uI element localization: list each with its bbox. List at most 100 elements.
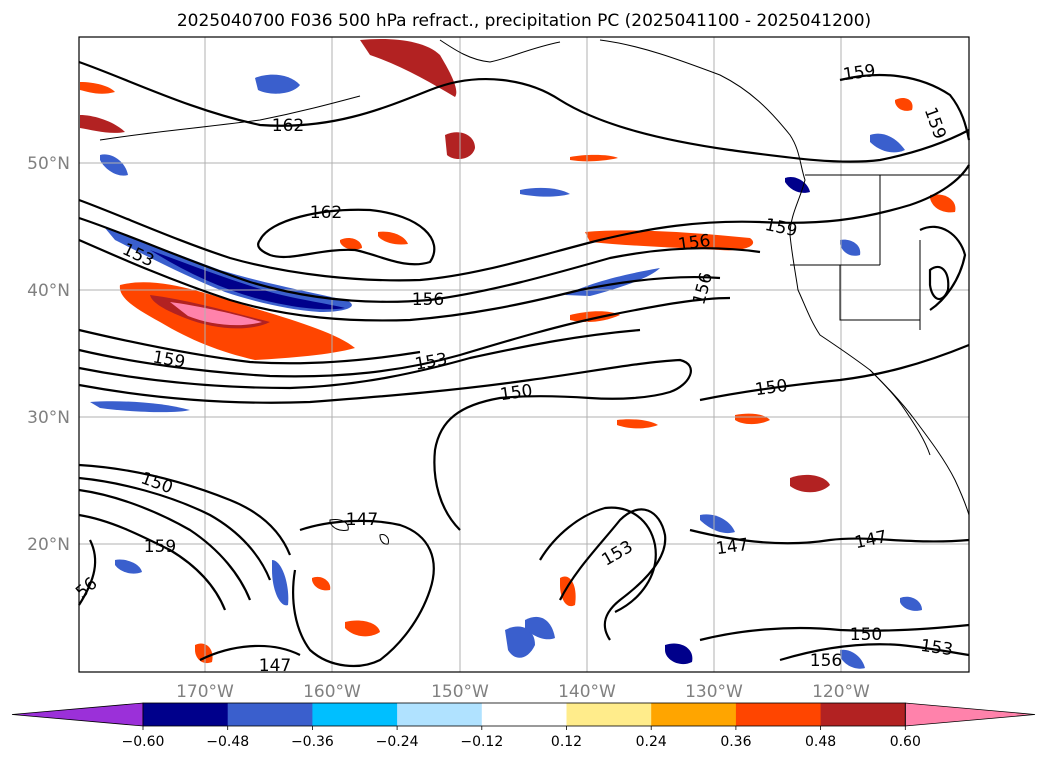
colorbar-extend-max	[904, 702, 1036, 727]
contour-label: 147	[259, 656, 291, 676]
contour-156-southwest	[78, 539, 97, 606]
contour-156-lower	[78, 296, 731, 378]
colorbar-tick-label: 0.12	[551, 734, 582, 750]
precip-positive-area	[735, 413, 770, 425]
colorbar-segment	[566, 703, 652, 726]
precip-negative-area	[900, 596, 922, 611]
map-background	[79, 37, 969, 672]
lon-tick-labels: 170°W 160°W 150°W 140°W 130°W 120°W	[176, 682, 870, 702]
colorbar-tick-label: −0.24	[376, 734, 419, 750]
contour-153-southeast	[779, 643, 970, 662]
contour-label: 156	[677, 231, 712, 255]
state-borders	[790, 175, 921, 330]
precip-negative-area	[785, 176, 810, 193]
lon-tick-label: 140°W	[558, 682, 616, 702]
colorbar-tick-label: 0.24	[636, 734, 667, 750]
colorbar-tick-label: −0.60	[122, 734, 165, 750]
lon-tick-label: 170°W	[176, 682, 234, 702]
precip-positive-area	[345, 620, 380, 637]
contour-159-northeast	[839, 73, 971, 141]
contour-label: 159	[842, 61, 877, 85]
colorbar-tick-label: −0.36	[291, 734, 334, 750]
hawaii	[329, 519, 389, 545]
contour-162-north	[78, 60, 970, 163]
contour-156-small-loop	[928, 265, 950, 301]
precip-negative-area	[525, 616, 555, 640]
aleutian-chain	[99, 95, 361, 141]
north-america-coast	[599, 39, 970, 516]
alaska-coast	[439, 39, 561, 63]
precip-positive-area	[195, 643, 213, 664]
lon-tick-label: 120°W	[812, 682, 870, 702]
contour-label: 156	[412, 290, 444, 310]
contour-153-upper	[78, 238, 721, 322]
precip-positive-area	[570, 311, 620, 323]
precip-shading	[80, 38, 956, 669]
contour-153-south	[539, 506, 657, 613]
precip-negative-area	[840, 649, 865, 669]
contour-label: 153	[919, 636, 954, 660]
contour-156-upper	[78, 216, 761, 303]
precip-negative-area	[520, 187, 570, 197]
precip-positive-area	[312, 576, 331, 591]
precip-negative-area	[870, 133, 905, 153]
contour-label: 162	[310, 203, 342, 223]
colorbar-segment	[735, 703, 822, 726]
contour-label: 147	[715, 535, 750, 559]
contour-153-west	[78, 476, 272, 581]
precip-negative-area	[272, 560, 289, 606]
contour-label: 159	[144, 537, 176, 557]
map-title: 2025040700 F036 500 hPa refract., precip…	[177, 11, 871, 31]
contour-150-southeast	[699, 623, 970, 642]
contour-150-west	[78, 463, 292, 556]
colorbar-tick-label: −0.12	[460, 734, 503, 750]
contour-label: 150	[499, 381, 534, 405]
precip-negative-area	[665, 643, 693, 665]
precip-positive-area	[930, 194, 956, 213]
colorbar-segment	[312, 703, 398, 726]
coastline	[99, 39, 970, 545]
precip-positive-area	[570, 154, 618, 162]
contour-159-upper	[78, 164, 970, 282]
contour-162-loop	[257, 208, 436, 266]
graticule	[79, 37, 969, 672]
contour-147-south	[559, 508, 667, 641]
colorbar-tick-label: 0.60	[890, 734, 921, 750]
lat-tick-label: 20°N	[27, 535, 70, 555]
colorbar-frame	[142, 702, 906, 727]
colorbar-segment	[651, 703, 737, 726]
colorbar-tick-label: 0.48	[805, 734, 836, 750]
colorbar-segment	[143, 703, 229, 726]
lon-tick-label: 150°W	[431, 682, 489, 702]
colorbar-segment	[227, 703, 313, 726]
precip-positive-area	[340, 237, 362, 250]
precip-negative-area	[255, 74, 300, 94]
precip-positive-area	[790, 474, 830, 493]
contour-label: 156	[810, 651, 842, 671]
contour-153-lower	[78, 328, 641, 390]
colorbar-segment	[397, 703, 483, 726]
precip-positive-area	[80, 115, 125, 133]
contour-label: 150	[754, 376, 789, 400]
precip-negative-area	[115, 559, 142, 574]
contour-156-west	[78, 488, 252, 601]
map-panel: 162 162 153 159 156 156 153 150 159 150 …	[72, 36, 971, 676]
precip-positive-area	[378, 231, 408, 245]
lat-tick-label: 40°N	[27, 281, 70, 301]
precip-positive-area	[895, 98, 913, 111]
lon-tick-label: 130°W	[685, 682, 743, 702]
precip-positive-area	[560, 576, 576, 607]
colorbar: −0.60 −0.48 −0.36 −0.24 −0.12 0.12 0.24 0.36 0.4…	[11, 702, 1036, 750]
precip-positive-area	[585, 230, 754, 251]
colorbar-extend-min	[11, 702, 144, 727]
contour-147-bottom	[199, 644, 301, 661]
contour-159-lower	[78, 328, 421, 365]
colorbar-tick-label: 0.36	[720, 734, 751, 750]
contour-label: 162	[272, 116, 304, 136]
map-frame	[78, 36, 970, 673]
precip-positive-area	[360, 38, 457, 97]
precip-negative-area	[100, 154, 128, 176]
precip-negative-area	[505, 626, 535, 658]
contour-147-west	[292, 519, 435, 667]
